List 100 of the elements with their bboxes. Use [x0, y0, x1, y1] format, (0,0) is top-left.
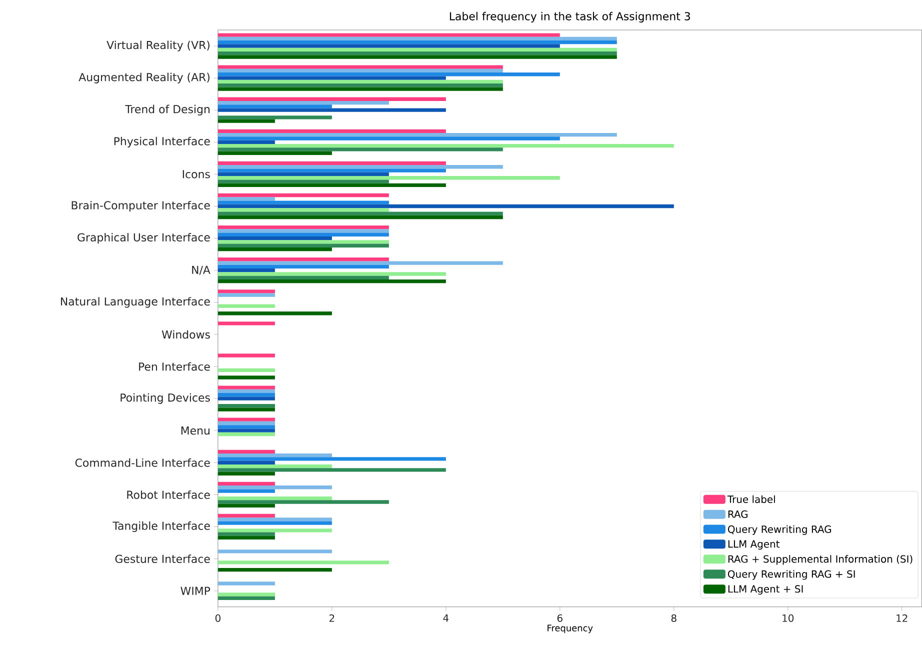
bar: [218, 472, 275, 476]
bar: [218, 140, 275, 144]
bar: [218, 432, 275, 436]
bar: [218, 68, 503, 73]
bar: [218, 290, 275, 294]
y-tick-label: Natural Language Interface: [61, 297, 210, 308]
bar: [218, 212, 503, 216]
bar: [218, 496, 332, 500]
y-tick-label: N/A: [192, 266, 210, 275]
bar: [218, 215, 503, 220]
bar: [218, 40, 617, 44]
bar: [218, 97, 446, 102]
bar: [218, 322, 275, 326]
bar: [218, 129, 446, 134]
bar: [218, 119, 275, 124]
legend-label: Query Rewriting RAG + SI: [728, 570, 855, 580]
bar: [218, 65, 503, 69]
bar: [218, 36, 617, 41]
bar: [218, 504, 275, 508]
y-tick-label: Windows: [162, 330, 210, 339]
y-tick-label: Pointing Devices: [120, 393, 210, 404]
bar: [218, 33, 560, 37]
legend-label: RAG + Supplemental Information (SI): [728, 555, 912, 565]
bar: [218, 368, 275, 372]
bar: [218, 468, 446, 472]
legend-label: LLM Agent: [728, 540, 780, 550]
bar: [218, 258, 389, 262]
legend-label: Query Rewriting RAG: [728, 525, 832, 535]
bar: [218, 55, 617, 59]
bar: [218, 151, 332, 156]
bar: [218, 76, 446, 80]
bar: [218, 550, 332, 554]
bar: [218, 48, 617, 52]
bar: [218, 226, 389, 230]
bar: [218, 389, 275, 394]
bar: [218, 386, 275, 390]
bar: [218, 272, 446, 276]
bar: [218, 280, 446, 284]
y-tick-label: Menu: [181, 426, 210, 435]
bar: [218, 293, 275, 297]
bar: [218, 148, 503, 152]
bar: [218, 104, 332, 108]
chart-title: Label frequency in the task of Assignment 3: [450, 12, 690, 23]
bar: [218, 276, 389, 280]
bar: [218, 232, 389, 237]
bar: [218, 450, 275, 454]
bar: [218, 408, 275, 412]
y-tick-label: Graphical User Interface: [78, 233, 210, 244]
bar: [218, 72, 560, 76]
bar: [218, 518, 332, 522]
bar: [218, 136, 560, 140]
bar: [218, 161, 446, 166]
y-tick-label: Augmented Reality (AR): [78, 72, 210, 84]
y-tick-label: Tangible Interface: [112, 522, 210, 532]
bar: [218, 425, 275, 429]
y-tick-label: Command-Line Interface: [75, 458, 210, 467]
bar: [218, 176, 560, 180]
bar: [218, 80, 503, 84]
bar: [218, 133, 617, 137]
bar: [218, 592, 275, 596]
bar: [218, 404, 275, 408]
bar: [218, 87, 503, 91]
bar: [218, 180, 389, 184]
bar: [218, 52, 617, 56]
bar: [218, 376, 275, 380]
bar: [218, 418, 275, 422]
x-tick-label: 10: [782, 614, 794, 622]
legend-label: True label: [727, 495, 775, 504]
bar: [218, 568, 332, 572]
bar: [218, 116, 332, 120]
x-tick-label: 12: [896, 614, 908, 622]
y-tick-label: Virtual Reality (VR): [106, 40, 210, 52]
bar: [218, 514, 275, 518]
bar: [218, 108, 446, 112]
bar: [218, 144, 674, 148]
bar: [218, 536, 275, 540]
bar: [218, 560, 389, 564]
bar: [218, 304, 275, 308]
y-tick-label: Icons: [182, 170, 210, 178]
bar: [218, 197, 275, 201]
bar: [218, 528, 332, 532]
bar: [218, 457, 446, 461]
bar: [218, 236, 332, 240]
x-tick-label: 6: [557, 614, 562, 622]
bar: [218, 84, 503, 88]
bar: [218, 486, 332, 490]
x-tick-label: 0: [215, 614, 220, 622]
bar: [218, 489, 275, 493]
bar: [218, 393, 275, 397]
bar: [218, 464, 332, 468]
bar: [218, 172, 389, 176]
bar: [218, 261, 503, 265]
bar: [218, 44, 560, 48]
bar: [218, 248, 332, 252]
y-tick-label: Physical Interface: [114, 136, 210, 148]
y-tick-label: Trend of Design: [125, 104, 210, 116]
bar: [218, 183, 446, 188]
bar: [218, 264, 389, 269]
bar: [218, 354, 275, 358]
legend-label: LLM Agent + SI: [728, 585, 803, 595]
